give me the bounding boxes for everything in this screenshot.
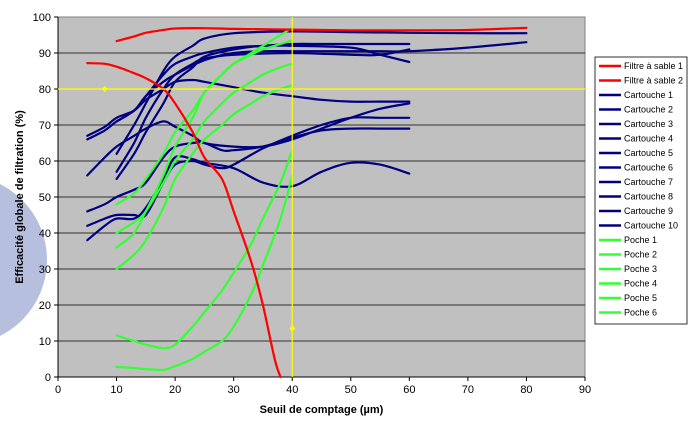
legend-entry: Cartouche 8 — [624, 192, 673, 202]
series-line-cartouche-4 — [115, 48, 411, 173]
legend-entry: Poche 6 — [624, 308, 657, 318]
legend-entry: Poche 2 — [624, 250, 657, 260]
series-line-poche-3 — [115, 39, 294, 249]
legend-entry: Cartouche 2 — [624, 105, 673, 115]
x-tick-label: 30 — [228, 384, 240, 396]
legend-entry: Cartouche 4 — [624, 134, 673, 144]
series-line-cartouche-9 — [86, 155, 411, 242]
legend-entry: Cartouche 1 — [624, 90, 673, 100]
series-line-filtre-sable-2 — [115, 26, 528, 43]
series-line-poche-4 — [115, 84, 294, 271]
x-tick-label: 70 — [462, 384, 474, 396]
x-tick-label: 50 — [345, 384, 357, 396]
reference-lines — [58, 17, 585, 377]
series-line-cartouche-10 — [115, 42, 411, 123]
legend-entry: Poche 3 — [624, 264, 657, 274]
y-axis-label: Efficacité globale de filtration (%) — [14, 110, 26, 284]
legend-entry: Filtre à sable 1 — [624, 61, 683, 71]
y-tick-label: 70 — [39, 120, 51, 132]
y-tick-label: 100 — [33, 12, 51, 24]
series-line-filtre-sable-1 — [86, 62, 282, 379]
y-tick-label: 90 — [39, 48, 51, 60]
x-tick-label: 0 — [55, 384, 61, 396]
legend-entry: Cartouche 3 — [624, 119, 673, 129]
legend-box — [594, 56, 688, 325]
reference-marker — [289, 325, 296, 332]
legend-entry: Cartouche 9 — [624, 206, 673, 216]
x-tick-label: 80 — [520, 384, 532, 396]
y-tick-label: 0 — [45, 372, 51, 384]
y-tick-label: 20 — [39, 300, 51, 312]
legend-entry: Filtre à sable 2 — [624, 76, 683, 86]
decorative-disc — [0, 183, 47, 337]
legend-entry: Cartouche 7 — [624, 177, 673, 187]
tick-labels: 0 10 20 30 40 50 60 70 80 90 100 0 10 20 30 40 50 60 70 80 9… — [33, 12, 591, 396]
axes — [54, 16, 586, 381]
y-tick-label: 30 — [39, 264, 51, 276]
legend-entry: Cartouche 10 — [624, 221, 678, 231]
legend: Filtre à sable 1 Filtre à sable 2 Cartouch… — [594, 56, 688, 325]
legend-entry: Poche 5 — [624, 293, 657, 303]
x-tick-label: 10 — [110, 384, 122, 396]
x-tick-label: 90 — [579, 384, 591, 396]
x-tick-label: 60 — [403, 384, 415, 396]
series-line-cartouche-3 — [115, 44, 411, 181]
y-tick-label: 60 — [39, 156, 51, 168]
x-tick-label: 40 — [286, 384, 298, 396]
reference-marker — [101, 86, 108, 92]
x-axis-label: Seuil de comptage (µm) — [260, 404, 384, 416]
series-line-cartouche-5 — [115, 30, 528, 155]
series-line-cartouche-8 — [86, 116, 411, 227]
x-tick-label: 20 — [169, 384, 181, 396]
series-line-poche-5 — [115, 149, 294, 350]
y-tick-label: 50 — [39, 192, 51, 204]
legend-entry: Poche 1 — [624, 235, 657, 245]
y-tick-label: 40 — [39, 228, 51, 240]
y-tick-label: 10 — [39, 336, 51, 348]
series-lines — [86, 26, 528, 379]
series-line-poche-6 — [115, 174, 294, 372]
legend-entry: Cartouche 6 — [624, 163, 673, 173]
y-tick-label: 80 — [39, 84, 51, 96]
series-line-cartouche-7 — [86, 127, 411, 213]
legend-entry: Cartouche 5 — [624, 148, 673, 158]
series-line-cartouche-6 — [86, 102, 411, 177]
series-line-cartouche-1 — [86, 78, 411, 137]
legend-entry: Poche 4 — [624, 279, 657, 289]
